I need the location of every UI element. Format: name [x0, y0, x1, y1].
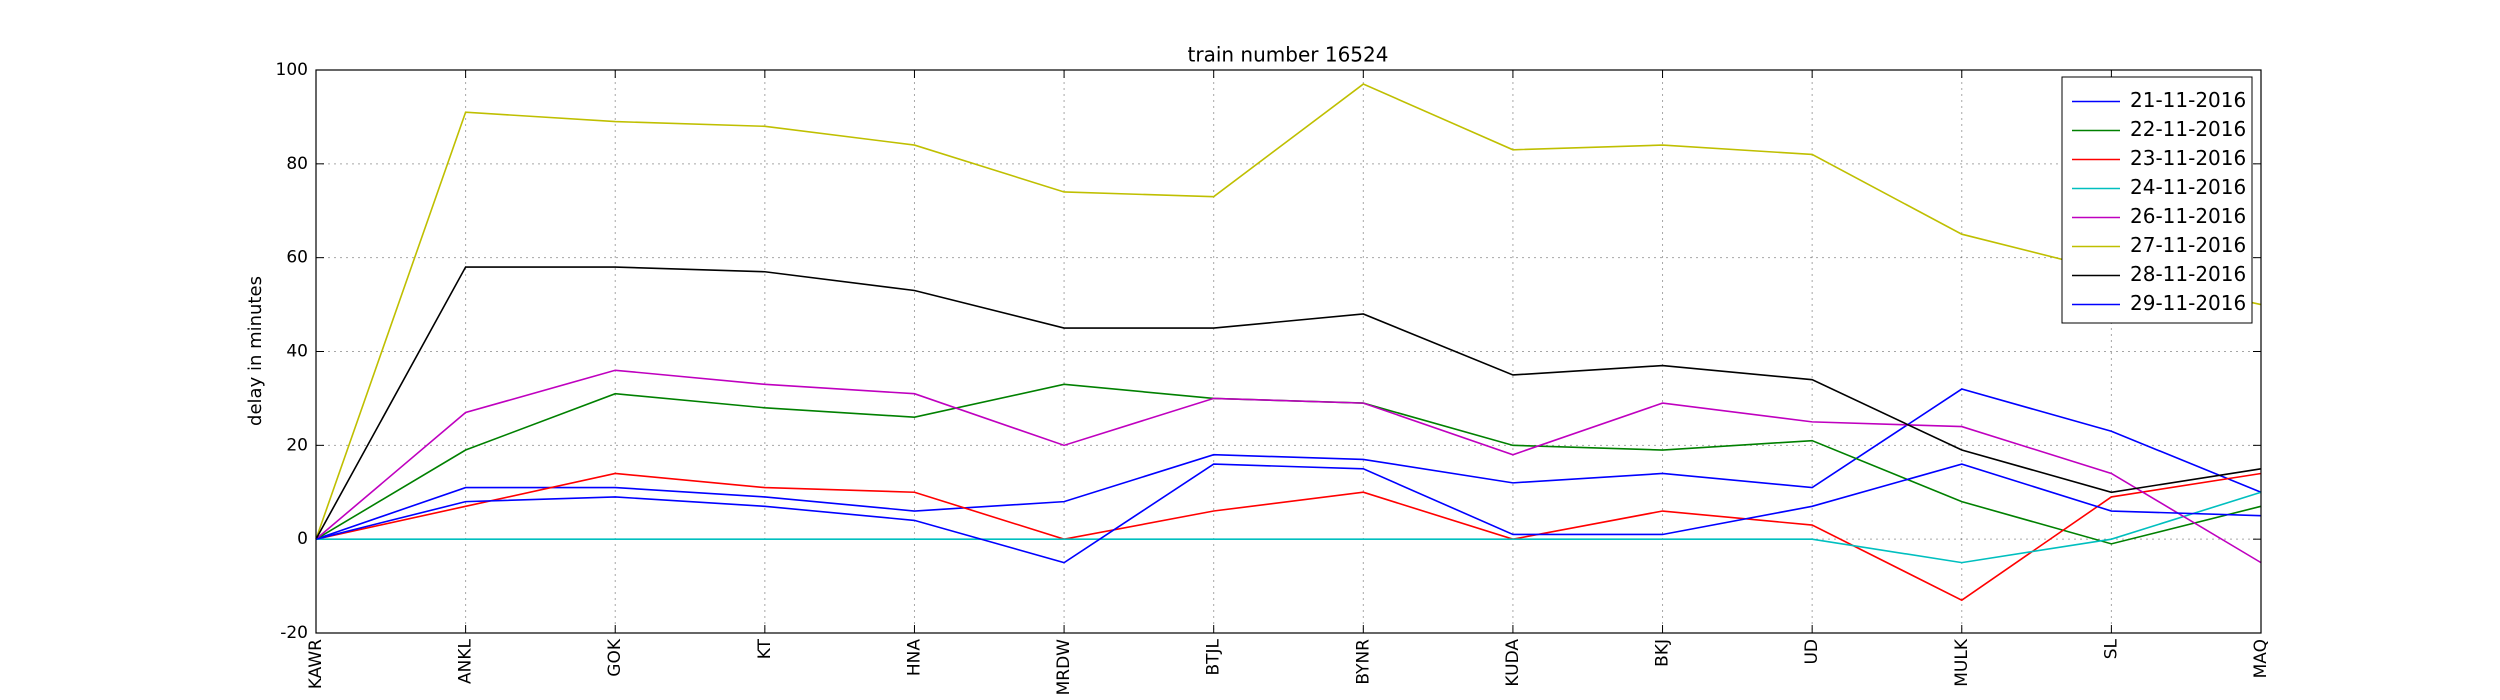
- y-tick-label: 80: [286, 154, 308, 174]
- x-tick-label: KT: [755, 638, 775, 659]
- series-line: [315, 369, 2262, 564]
- y-tick-label: 100: [276, 60, 308, 80]
- series-line: [315, 266, 2262, 540]
- x-tick-label: GOK: [605, 638, 625, 677]
- legend-box: [2061, 76, 2253, 324]
- chart-title: train number 16524: [1188, 43, 1389, 67]
- x-tick-label: HNA: [904, 639, 924, 677]
- series-line: [316, 491, 2262, 564]
- plot-frame: [315, 69, 2262, 634]
- legend-label: 24-11-2016: [2130, 175, 2246, 199]
- legend-label: 21-11-2016: [2130, 88, 2246, 112]
- x-tick-label: KAWR: [306, 639, 326, 689]
- series-line: [315, 83, 2262, 540]
- series-line: [315, 463, 2262, 564]
- x-tick-label: MAQ: [2251, 639, 2271, 678]
- y-tick-label: 40: [286, 342, 308, 362]
- x-tick-label: BKJ: [1653, 639, 1673, 667]
- x-tick-label: ANKL: [456, 638, 476, 683]
- legend-label: 26-11-2016: [2130, 204, 2246, 228]
- x-tick-label: BTJL: [1204, 638, 1224, 675]
- y-axis-label: delay in minutes: [245, 276, 266, 426]
- series-line: [315, 383, 2262, 545]
- legend-label: 23-11-2016: [2130, 146, 2246, 170]
- x-tick-label: MULK: [1952, 638, 1972, 687]
- legend-label: 22-11-2016: [2130, 117, 2246, 141]
- x-tick-label: KUDA: [1503, 639, 1523, 687]
- x-tick-label: SL: [2101, 638, 2121, 659]
- legend-label: 28-11-2016: [2130, 262, 2246, 286]
- series-line: [315, 388, 2262, 540]
- y-tick-label: 60: [286, 248, 308, 268]
- y-tick-label: 20: [286, 435, 308, 455]
- x-tick-label: MRDW: [1054, 639, 1074, 696]
- x-tick-label: UD: [1802, 639, 1822, 665]
- y-tick-label: 0: [297, 529, 308, 549]
- y-tick-label: -20: [280, 623, 308, 643]
- series-line: [315, 472, 2262, 602]
- legend-label: 27-11-2016: [2130, 233, 2246, 257]
- x-tick-label: BYNR: [1353, 639, 1373, 685]
- legend-label: 29-11-2016: [2130, 291, 2246, 315]
